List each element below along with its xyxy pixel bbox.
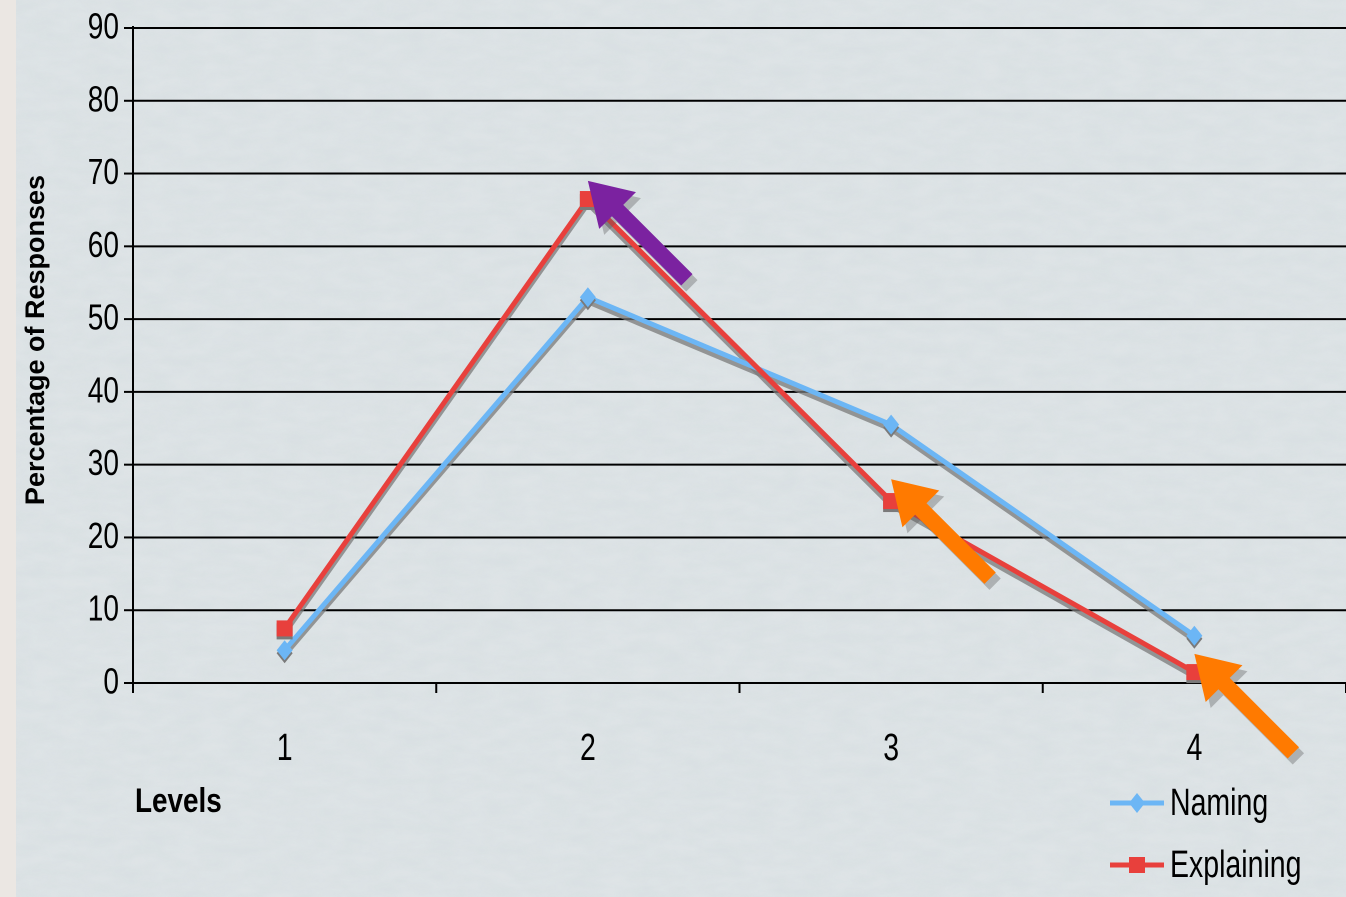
data-point-naming xyxy=(276,640,293,661)
y-tick-label: 40 xyxy=(88,370,119,410)
y-tick-label: 30 xyxy=(88,443,119,483)
data-point-explaining xyxy=(883,493,900,510)
y-axis-label: Percentage of Responses xyxy=(20,175,50,505)
gridlines xyxy=(133,27,1346,612)
axes: 0 10 20 30 40 50 60 70 80 90 1 2 3 4 xyxy=(88,6,1346,769)
left-margin-strip xyxy=(0,0,16,897)
y-tick-label: 80 xyxy=(88,79,119,119)
x-axis-label: Levels xyxy=(135,781,222,819)
y-tick-label: 20 xyxy=(88,516,119,556)
x-tick-label: 4 xyxy=(1186,727,1202,769)
series-lines xyxy=(276,191,1203,684)
y-tick-label: 50 xyxy=(88,297,119,337)
y-tick-label: 60 xyxy=(88,225,119,265)
x-tick-label: 3 xyxy=(883,727,899,769)
y-tick-label: 0 xyxy=(103,661,119,701)
legend: Naming Explaining xyxy=(1110,782,1301,886)
legend-label: Explaining xyxy=(1170,844,1301,886)
x-tick-label: 2 xyxy=(580,727,596,769)
legend-marker xyxy=(1129,793,1145,813)
data-point-naming xyxy=(579,287,596,308)
data-point-naming xyxy=(1186,625,1203,646)
legend-item-naming: Naming xyxy=(1110,782,1268,824)
y-tick-label: 10 xyxy=(88,588,119,628)
y-tick-label: 90 xyxy=(88,6,119,46)
x-tick-label: 1 xyxy=(277,727,293,769)
annotation-arrows xyxy=(587,180,1305,765)
annotation-arrow-2 xyxy=(891,479,996,584)
series-line-explaining xyxy=(282,196,1196,675)
series-line-naming xyxy=(282,294,1196,652)
y-tick-label: 70 xyxy=(88,152,119,192)
annotation-arrow-3 xyxy=(1194,653,1300,759)
legend-item-explaining: Explaining xyxy=(1110,844,1301,886)
annotation-arrow-1 xyxy=(587,180,693,286)
legend-marker xyxy=(1129,857,1145,873)
series-shadow-naming xyxy=(282,298,1197,657)
data-point-explaining xyxy=(276,620,293,637)
legend-label: Naming xyxy=(1170,782,1268,824)
data-point-naming xyxy=(883,414,900,435)
